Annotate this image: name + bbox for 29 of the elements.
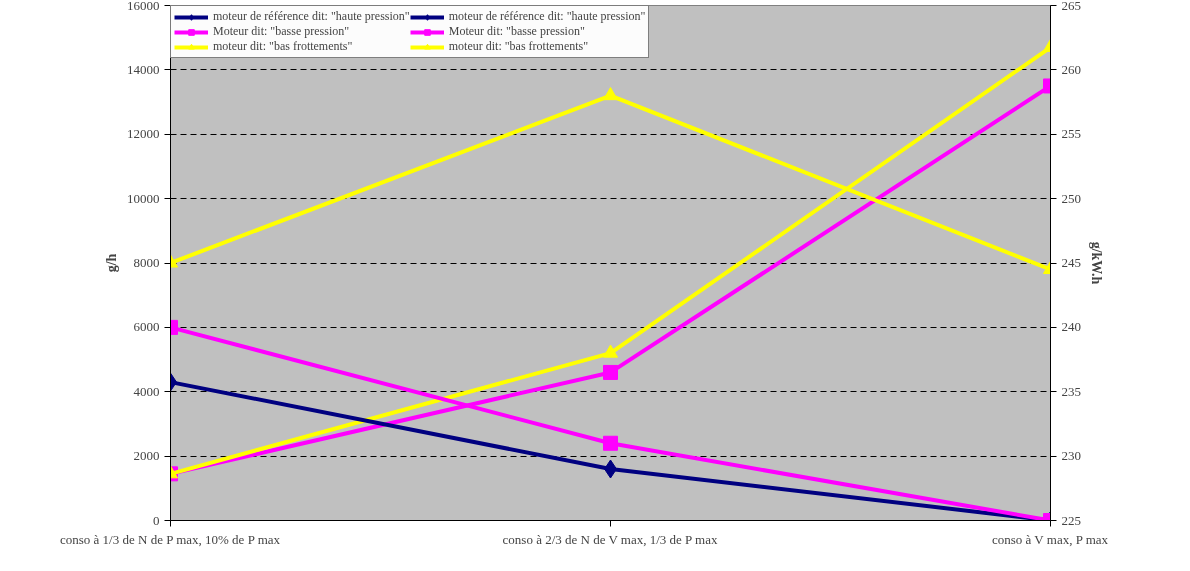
y-tick-label: 10000 [127, 190, 160, 206]
y2-tick-label: 230 [1061, 448, 1081, 464]
y-tick-label: 6000 [133, 319, 160, 335]
y-axis-title: g/h [104, 253, 119, 273]
y-tick-label: 8000 [133, 255, 160, 270]
y2-tick-label: 250 [1061, 190, 1081, 206]
y2-axis-title: g/kW.h [1089, 241, 1104, 285]
y2-tick-label: 265 [1061, 0, 1081, 13]
y2-tick-label: 240 [1061, 319, 1081, 335]
y2-tick-label: 255 [1061, 126, 1081, 142]
y-tick-label: 4000 [133, 383, 160, 399]
y-tick-label: 12000 [127, 126, 160, 142]
y2-tick-label: 260 [1061, 61, 1081, 77]
y-tick-label: 14000 [127, 61, 160, 77]
legend-label: moteur de référence dit: "haute pression" [448, 9, 646, 24]
x-tick-label: conso à 2/3 de N de V max, 1/3 de P max [502, 531, 718, 547]
y2-tick-label: 225 [1061, 512, 1081, 528]
y-tick-label: 2000 [133, 448, 160, 464]
legend-label: moteur dit: "bas frottements" [448, 39, 589, 54]
y2-tick-label: 245 [1061, 255, 1081, 270]
legend-label: moteur de référence dit: "haute pression" [213, 9, 410, 24]
y-tick-label: 0 [153, 512, 160, 528]
y2-tick-label: 235 [1061, 383, 1081, 399]
x-tick-label: conso à 1/3 de N de P max, 10% de P max [60, 531, 281, 547]
legend-label: moteur dit: "bas frottements" [213, 39, 353, 54]
legend-label: Moteur dit: "basse pression" [448, 24, 585, 39]
x-tick-label: conso à V max, P max [992, 531, 1109, 547]
legend-label: Moteur dit: "basse pression" [213, 24, 350, 39]
y-tick-label: 16000 [127, 0, 160, 13]
